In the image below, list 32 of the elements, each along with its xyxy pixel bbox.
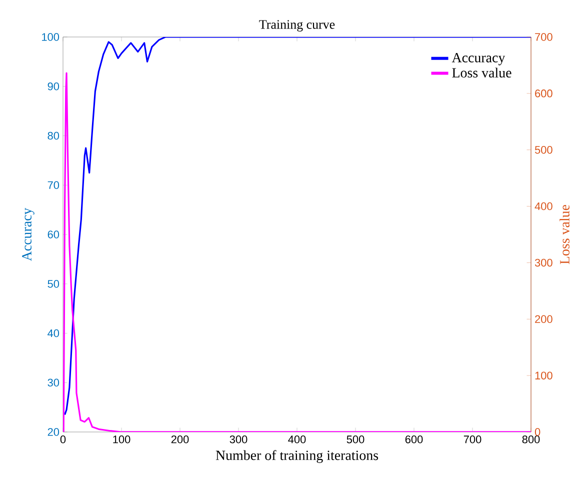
- y-tick-label: 70: [48, 181, 60, 189]
- x-tick-label: 100: [113, 436, 130, 444]
- x-axis-title: Number of training iterations: [216, 450, 378, 463]
- y2-tick-label: 600: [535, 90, 552, 98]
- y2-tick-label: 300: [534, 258, 552, 267]
- y2-tick-label: 0: [534, 428, 540, 436]
- y-tick-label: 100: [42, 33, 60, 41]
- y-tick-label: 60: [48, 230, 60, 238]
- x-tick-label: 800: [522, 436, 540, 444]
- y2-tick-label: 400: [534, 202, 552, 210]
- x-tick-label: 500: [346, 436, 364, 444]
- y-tick-label: 20: [48, 428, 60, 436]
- y-axis-title: Accuracy: [22, 208, 34, 262]
- x-tick-label: 200: [171, 436, 189, 444]
- legend-label: Loss value: [452, 68, 512, 78]
- y2-axis-title: Loss value: [560, 204, 570, 264]
- legend-label: Accuracy: [452, 53, 506, 66]
- y2-tick-label: 500: [534, 146, 552, 154]
- x-tick-label: 300: [230, 436, 248, 444]
- chart-title: Training curve: [259, 20, 335, 32]
- y2-tick-label: 100: [535, 372, 552, 380]
- y-tick-label: 40: [48, 329, 60, 338]
- y-tick-label: 30: [48, 378, 60, 386]
- y2-tick-label: 200: [535, 315, 552, 324]
- y-tick-label: 90: [48, 82, 60, 90]
- x-tick-label: 600: [405, 436, 423, 444]
- x-tick-label: 400: [288, 436, 306, 444]
- y2-tick-label: 700: [535, 33, 552, 41]
- x-tick-label: 0: [60, 436, 66, 444]
- x-tick-label: 700: [464, 436, 482, 444]
- y-tick-label: 80: [48, 132, 60, 140]
- y-tick-label: 50: [48, 280, 60, 288]
